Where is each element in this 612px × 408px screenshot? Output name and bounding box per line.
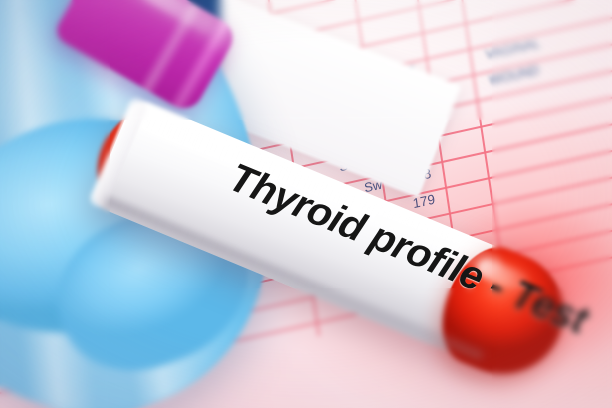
row-checkbox[interactable]: [450, 159, 493, 169]
row-checkbox[interactable]: [454, 185, 497, 195]
row-checkbox[interactable]: [435, 56, 478, 66]
row-checkbox[interactable]: [458, 210, 501, 220]
row-checkbox[interactable]: [446, 133, 489, 143]
